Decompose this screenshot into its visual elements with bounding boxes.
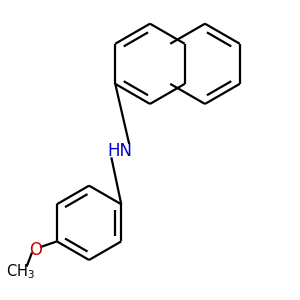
Text: HN: HN xyxy=(108,142,133,160)
Text: CH$_3$: CH$_3$ xyxy=(6,262,35,281)
Text: O: O xyxy=(29,241,42,259)
